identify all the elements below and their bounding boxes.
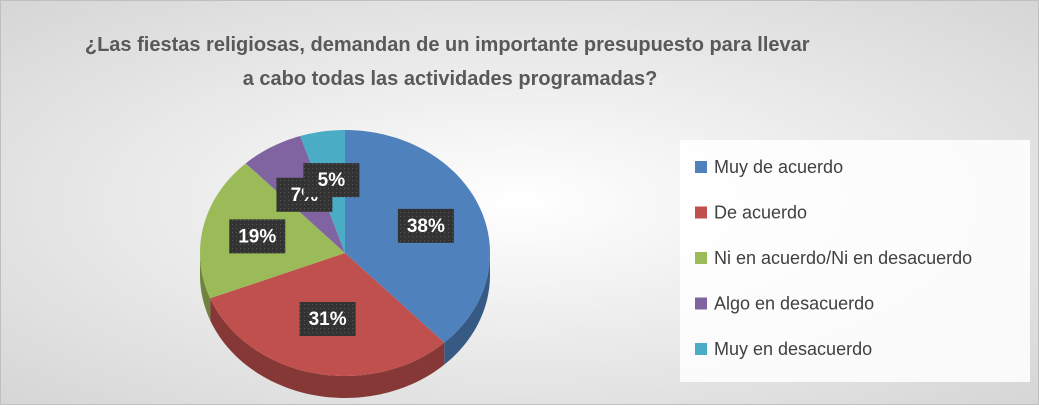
slice-side <box>210 298 445 398</box>
data-label: 19% <box>238 226 276 247</box>
chart-title-line: ¿Las fiestas religiosas, demandan de un … <box>85 34 810 56</box>
legend-swatch <box>695 206 707 219</box>
data-label-box <box>397 208 454 243</box>
legend-swatch <box>695 297 707 310</box>
data-label: 38% <box>407 216 445 237</box>
slice-side <box>444 253 490 365</box>
data-label: 31% <box>309 309 347 330</box>
data-label-box <box>303 163 360 198</box>
chart-title: ¿Las fiestas religiosas, demandan de un … <box>85 34 815 90</box>
legend-swatch <box>695 343 707 355</box>
legend-label: Ni en acuerdo/Ni en desacuerdo <box>714 248 972 268</box>
legend-swatch <box>695 252 707 264</box>
legend-swatch <box>695 161 707 173</box>
chart-title-line: a cabo todas las actividades programadas… <box>243 68 658 90</box>
legend-label: Muy de acuerdo <box>714 157 843 177</box>
legend-label: De acuerdo <box>714 202 807 222</box>
legend-label: Algo en desacuerdo <box>714 293 874 313</box>
legend-label: Muy en desacuerdo <box>714 339 872 359</box>
data-label: 5% <box>318 170 346 191</box>
slice-side <box>200 253 211 321</box>
legend-box <box>680 140 1030 382</box>
data-label-box <box>299 302 356 337</box>
data-label-box <box>229 219 286 254</box>
